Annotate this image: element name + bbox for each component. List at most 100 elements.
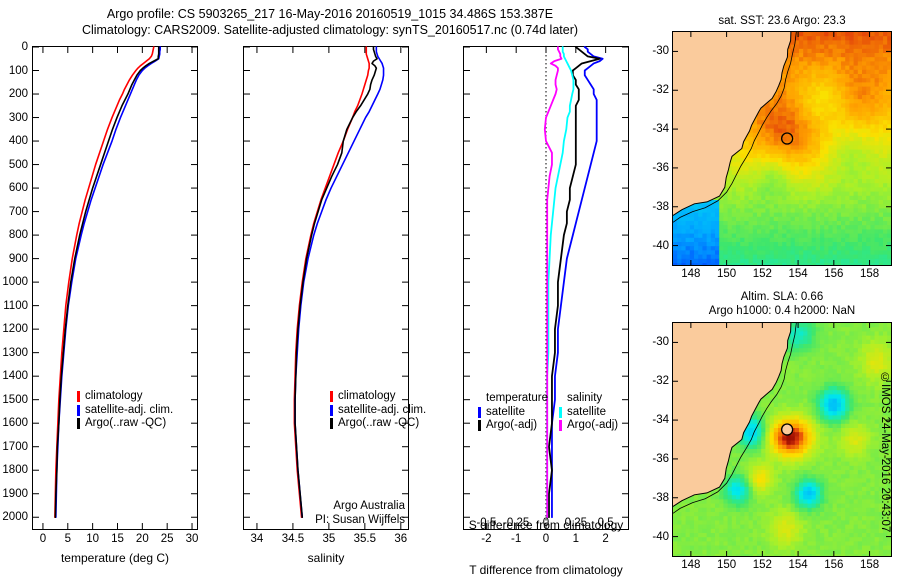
shelf-contour: [673, 32, 797, 223]
map-lon-tick-label: 148: [681, 559, 701, 571]
legend-label: Argo(..raw -QC): [85, 417, 167, 429]
depth-tick-label: 700: [8, 205, 28, 218]
legend-title-temperature: temperature: [478, 392, 548, 406]
profile-line: [54, 46, 155, 519]
map-lon-tick-label: 148: [681, 268, 701, 280]
depth-tick-label: 2000: [2, 511, 28, 524]
salinity-axis-label: salinity: [307, 551, 345, 565]
legend-label: satellite: [567, 405, 606, 418]
map-lon-tick-label: 156: [824, 268, 844, 280]
difference-legend-temperature: temperature satellite Argo(-adj): [478, 392, 548, 433]
legend-title-label: salinity: [567, 392, 603, 404]
profile-location-marker[interactable]: [780, 423, 794, 436]
depth-tick-label: 300: [8, 111, 28, 124]
depth-tick-label: 1800: [2, 464, 28, 477]
legend-label: satellite-adj. clim.: [338, 403, 427, 416]
x-tick-label: 0: [542, 533, 550, 545]
difference-line: [548, 46, 601, 519]
depth-tick-label: 600: [8, 182, 28, 195]
legend-label: Argo(..raw -QC): [338, 417, 420, 429]
panel-difference[interactable]: [463, 46, 629, 530]
x-tick-label: 30: [185, 533, 199, 545]
x-tick-label: 2: [602, 533, 609, 545]
legend-swatch-climatology: [330, 391, 333, 403]
x-tick-label-salinity: 0: [542, 517, 550, 529]
depth-tick-label: 0: [21, 41, 28, 53]
difference-line: [551, 46, 604, 519]
x-tick-label-salinity: -0.25: [503, 517, 530, 529]
legend-item: Argo(-adj): [478, 419, 548, 433]
difference-line: [546, 46, 575, 519]
profile-location-marker[interactable]: [780, 132, 794, 145]
map-lat-tick-label: -30: [652, 336, 669, 349]
legend-item: satellite: [478, 406, 548, 420]
title-line-1: Argo profile: CS 5903265_217 16-May-2016…: [106, 7, 554, 21]
profile-line: [294, 46, 378, 519]
imos-credit: ©IMOS 24-May-2016 20:43:07: [879, 372, 891, 533]
legend-swatch-sal-argo-adj: [559, 420, 562, 432]
x-tick-label: -1: [511, 533, 522, 545]
depth-tick-label: 800: [8, 229, 28, 242]
x-tick-label: 10: [86, 533, 100, 545]
sla-map-canvas: [673, 323, 891, 556]
x-tick-label: 35: [322, 533, 336, 545]
panel-temperature[interactable]: [32, 46, 198, 530]
panel-salinity[interactable]: [243, 46, 409, 530]
legend-label: satellite-adj. clim.: [85, 403, 174, 416]
title-line-2: Climatology: CARS2009. Satellite-adjuste…: [81, 23, 579, 37]
sst-map-canvas: [673, 32, 891, 265]
temperature-axis-label: temperature (deg C): [60, 551, 170, 565]
page-title: Argo profile: CS 5903265_217 16-May-2016…: [0, 6, 660, 38]
depth-tick-label: 200: [8, 88, 28, 101]
x-tick-label: -2: [481, 533, 492, 545]
depth-tick-label: 1200: [2, 323, 28, 336]
shelf-contour: [673, 323, 797, 514]
depth-tick-label: 1700: [2, 440, 28, 453]
x-tick-label-salinity: -0.5: [476, 517, 497, 529]
depth-tick-label: 900: [8, 252, 28, 265]
map-lat-tick-label: -34: [652, 414, 669, 427]
legend-swatch-satellite-adj: [330, 404, 333, 416]
difference-axis-label-temperature: T difference from climatology: [469, 563, 623, 577]
legend-item: climatology: [77, 390, 173, 404]
legend-item: satellite: [559, 406, 618, 420]
legend-swatch-argo: [330, 418, 333, 430]
profile-line: [294, 46, 385, 519]
sst-map-title: sat. SST: 23.6 Argo: 23.3: [718, 15, 846, 27]
legend-swatch-sal-satellite: [559, 406, 562, 418]
legend-swatch-argo: [77, 418, 80, 430]
difference-line: [543, 46, 563, 519]
map-lon-tick-label: 154: [788, 268, 808, 280]
profile-line: [54, 46, 160, 519]
legend-label: Argo(-adj): [486, 419, 538, 431]
map-lat-tick-label: -34: [652, 123, 669, 136]
legend-item: climatology: [330, 390, 426, 404]
depth-tick-label: 1300: [2, 346, 28, 359]
legend-label: satellite: [486, 405, 525, 418]
map-lon-tick-label: 158: [859, 268, 880, 280]
legend-item: satellite-adj. clim.: [77, 404, 173, 418]
map-lat-tick-label: -30: [652, 45, 669, 58]
x-tick-label: 15: [111, 533, 124, 545]
sla-title-line-2: Argo h1000: 0.4 h2000: NaN: [708, 305, 856, 317]
profile-line: [293, 46, 370, 519]
landmass: [673, 323, 791, 507]
sst-map[interactable]: [672, 31, 892, 266]
map-lat-tick-label: -40: [652, 239, 669, 252]
x-tick-label: 0: [39, 533, 47, 545]
map-lon-tick-label: 152: [752, 268, 772, 280]
coastline: [673, 32, 792, 216]
x-tick-label: 35.5: [353, 533, 377, 545]
legend-label: climatology: [85, 390, 143, 402]
depth-tick-label: 1500: [2, 393, 28, 406]
x-tick-label: 25: [160, 533, 174, 545]
x-tick-label-salinity: 0.5: [597, 517, 614, 529]
legend-item: Argo(..raw -QC): [330, 417, 426, 431]
x-tick-label: 1: [572, 533, 580, 545]
x-tick-label: 36: [394, 533, 408, 545]
depth-tick-label: 100: [8, 64, 28, 77]
argo-australia-annotation: Argo Australia PI: Susan Wijffels: [315, 500, 405, 526]
x-tick-label: 34: [250, 533, 264, 545]
sla-map[interactable]: [672, 322, 892, 557]
depth-tick-label: 1900: [2, 487, 28, 500]
